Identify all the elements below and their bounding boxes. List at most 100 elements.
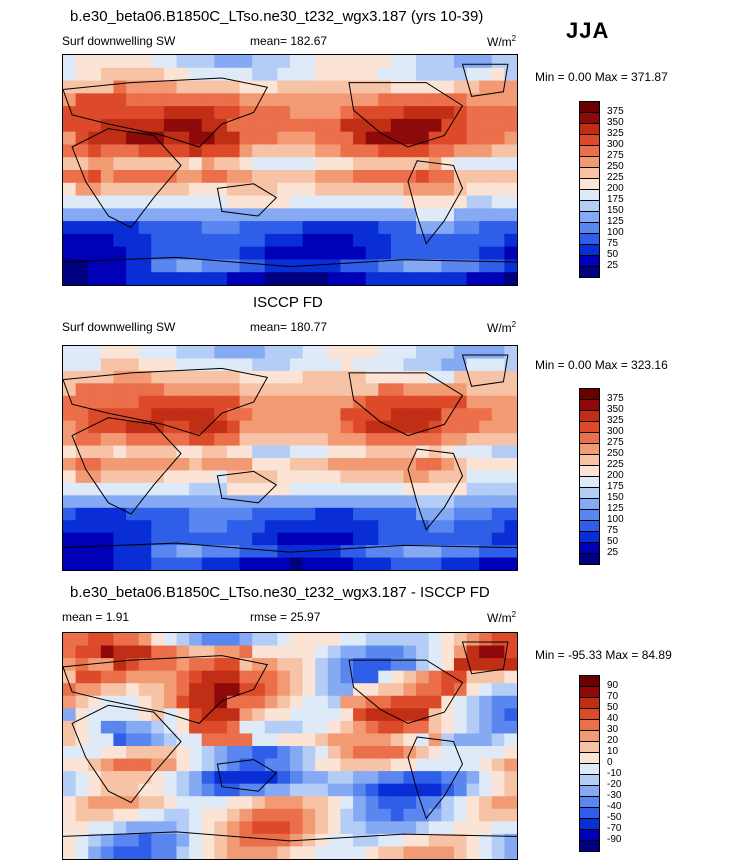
map-cell [378,470,392,484]
map-cell [453,131,468,146]
colorbar-swatch [579,123,600,135]
map-cell [390,495,405,509]
map-cell [491,370,505,384]
map-cell [504,106,517,120]
map-cell [163,545,178,559]
map-cell [491,532,505,546]
map-cell [365,796,379,810]
map-cell [340,708,354,722]
map-cell [113,482,127,496]
map-cell [126,346,140,360]
map-cell [138,93,152,107]
map-cell [226,445,241,459]
map-cell [113,821,127,835]
map-cell [403,633,417,647]
map-cell [441,131,455,146]
map-cell [302,545,316,559]
map-cell [163,67,178,82]
map-cell [189,370,203,384]
map-cell [466,783,480,797]
colorbar-swatch [579,388,600,400]
map-cell [315,720,329,735]
map-cell [138,482,152,496]
map-cell [100,683,115,697]
map-cell [75,495,89,509]
map-cell [302,395,316,409]
map-cell [302,246,316,261]
map-cell [428,833,442,848]
colorbar-tick-label: 70 [607,691,619,702]
map-cell [403,720,417,735]
map-cell [151,358,165,372]
map-cell [226,482,241,496]
map-cell [163,358,178,372]
map-cell [428,458,442,472]
map-cell [353,93,367,107]
map-cell [504,833,517,848]
colorbar-swatch [579,145,600,157]
map-cell [491,420,505,434]
map-cell [327,346,342,360]
map-cell [113,346,127,360]
map-cell [239,783,253,797]
map-cell [201,233,215,248]
map-cell [88,708,102,722]
map-cell [403,495,417,509]
map-cell [239,93,253,107]
map-cell [428,80,442,94]
map-cell [176,182,190,197]
map-cell [315,420,329,434]
map-cell [353,821,367,835]
map-cell [277,67,291,82]
map-cell [63,670,77,684]
map-cell [491,557,505,570]
map-cell [403,383,417,397]
map-cell [327,846,342,859]
map-cell [315,445,329,459]
colorbar-swatch [579,112,600,124]
map-cell [365,545,379,559]
map-cell [390,846,405,859]
map-cell [126,208,140,222]
map-cell [226,470,241,484]
map-cell [390,370,405,384]
map-cell [466,557,480,570]
map-cell [88,520,102,534]
map-cell [315,144,329,158]
map-cell [340,395,354,409]
colorbar-swatch [579,520,600,532]
colorbar-tick-label: 150 [607,205,624,216]
map-cell [365,383,379,397]
map-cell [353,633,367,647]
map-cell [252,846,266,859]
colorbar-swatch [579,752,600,764]
map-cell [239,708,253,722]
map-cell [315,208,329,222]
colorbar-swatch [579,255,600,267]
map-cell [290,783,304,797]
map-cell [353,670,367,684]
map-cell [302,259,316,273]
map-cell [264,495,278,509]
map-cell [151,458,165,472]
map-cell [428,695,442,709]
map-cell [491,80,505,94]
map-cell [453,746,468,760]
map-cell [176,80,190,94]
map-cell [100,370,115,384]
colorbar-swatch [579,774,600,786]
colorbar-swatch [579,697,600,709]
map-cell [403,233,417,248]
map-cell [239,383,253,397]
map-cell [290,733,304,747]
map-cell [504,633,517,647]
map-cell [504,645,517,659]
map-cell [264,507,278,521]
map-cell [365,55,379,69]
map-cell [353,658,367,672]
map-cell [226,272,241,285]
map-cell [88,433,102,447]
map-cell [214,658,228,672]
map-cell [428,272,442,285]
map-cell [277,683,291,697]
